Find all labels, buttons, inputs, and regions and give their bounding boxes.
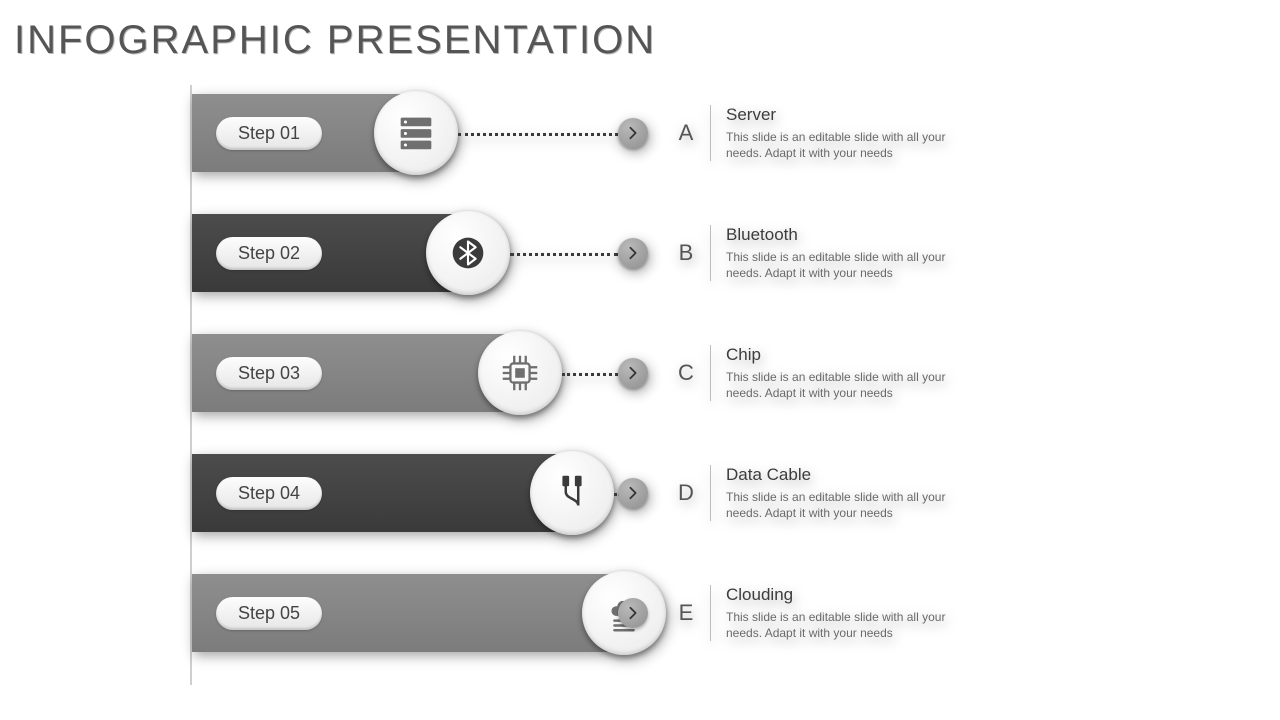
bluetooth-icon: [426, 211, 510, 295]
chevron-right-icon: [618, 478, 648, 508]
dotted-connector: [562, 373, 618, 376]
text-divider: [710, 105, 711, 161]
text-divider: [710, 585, 711, 641]
step-description: This slide is an editable slide with all…: [726, 609, 976, 641]
step-pill: Step 05: [216, 597, 322, 630]
step-text: Chip This slide is an editable slide wit…: [726, 345, 976, 401]
cable-icon: [530, 451, 614, 535]
step-row: Step 02 B Bluetooth This slide is an edi…: [192, 205, 1072, 301]
dotted-connector: [510, 253, 618, 256]
chevron-right-icon: [618, 598, 648, 628]
chevron-right-icon: [618, 118, 648, 148]
step-row: Step 03 C Chip This slide is an editable…: [192, 325, 1072, 421]
step-pill: Step 03: [216, 357, 322, 390]
step-pill: Step 01: [216, 117, 322, 150]
step-heading: Chip: [726, 345, 976, 365]
text-divider: [710, 345, 711, 401]
text-divider: [710, 465, 711, 521]
step-heading: Bluetooth: [726, 225, 976, 245]
text-divider: [710, 225, 711, 281]
server-icon: [374, 91, 458, 175]
step-row: Step 05 E Clouding This slide is an edit…: [192, 565, 1072, 661]
step-text: Bluetooth This slide is an editable slid…: [726, 225, 976, 281]
chevron-right-icon: [618, 358, 648, 388]
step-pill: Step 04: [216, 477, 322, 510]
page-title: INFOGRAPHIC PRESENTATION: [14, 18, 656, 63]
step-bar: Step 03: [192, 334, 556, 412]
step-letter: E: [672, 600, 700, 626]
step-heading: Clouding: [726, 585, 976, 605]
step-text: Data Cable This slide is an editable sli…: [726, 465, 976, 521]
step-letter: B: [672, 240, 700, 266]
step-row: Step 01 A Server This slide is an editab…: [192, 85, 1072, 181]
step-letter: D: [672, 480, 700, 506]
dotted-connector: [458, 133, 618, 136]
step-row: Step 04 D Data Cable This slide is an ed…: [192, 445, 1072, 541]
step-description: This slide is an editable slide with all…: [726, 369, 976, 401]
step-description: This slide is an editable slide with all…: [726, 489, 976, 521]
step-description: This slide is an editable slide with all…: [726, 129, 976, 161]
step-heading: Server: [726, 105, 976, 125]
step-letter: C: [672, 360, 700, 386]
step-description: This slide is an editable slide with all…: [726, 249, 976, 281]
chip-icon: [478, 331, 562, 415]
step-pill: Step 02: [216, 237, 322, 270]
step-bar: Step 05: [192, 574, 660, 652]
step-text: Server This slide is an editable slide w…: [726, 105, 976, 161]
step-text: Clouding This slide is an editable slide…: [726, 585, 976, 641]
step-bar: Step 01: [192, 94, 452, 172]
chevron-right-icon: [618, 238, 648, 268]
step-letter: A: [672, 120, 700, 146]
infographic-stage: Step 01 A Server This slide is an editab…: [190, 85, 1070, 705]
step-bar: Step 02: [192, 214, 504, 292]
step-bar: Step 04: [192, 454, 608, 532]
step-heading: Data Cable: [726, 465, 976, 485]
